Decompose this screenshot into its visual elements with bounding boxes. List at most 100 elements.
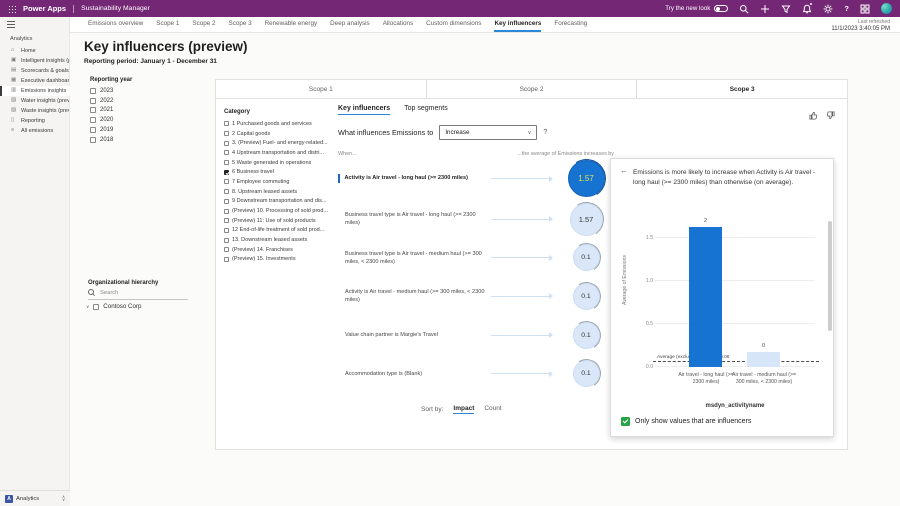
checkbox-icon[interactable]: [224, 170, 229, 175]
checkbox-icon[interactable]: [224, 228, 229, 233]
checkbox-icon[interactable]: [224, 150, 229, 155]
influencer-row[interactable]: Business travel type is Air travel - med…: [338, 239, 614, 278]
checkbox-icon[interactable]: [224, 199, 229, 204]
sidebar-item-water-insights[interactable]: ▧ Water insights (previ...: [0, 96, 70, 106]
report-tab[interactable]: Renewable energy: [265, 17, 318, 32]
influencers-tab[interactable]: Key influencers: [338, 105, 390, 115]
reporting-year-option[interactable]: 2023: [90, 86, 113, 96]
direction-dropdown[interactable]: Increase ∨: [439, 125, 537, 140]
influencer-row[interactable]: Value chain partner is Margie's Travel 0…: [338, 316, 614, 355]
checkbox-icon[interactable]: [90, 98, 96, 104]
new-look-switch[interactable]: Try the new look: [665, 5, 728, 12]
checkbox-icon[interactable]: [224, 218, 229, 223]
category-option[interactable]: 1 Purchased goods and services: [224, 119, 337, 129]
report-tab[interactable]: Custom dimensions: [426, 17, 481, 32]
influence-bubble[interactable]: 1.57: [568, 160, 605, 197]
report-tab[interactable]: Emissions overview: [88, 17, 143, 32]
checkbox-icon[interactable]: [224, 131, 229, 136]
nav-collapse-icon[interactable]: [7, 21, 15, 28]
checkbox-icon[interactable]: [90, 127, 96, 133]
checkbox-icon[interactable]: [93, 304, 99, 310]
checkbox-icon[interactable]: [90, 137, 96, 143]
sidebar-item-all-emissions[interactable]: ≡ All emissions: [0, 126, 70, 136]
sidebar-item-home[interactable]: ⌂ Home: [0, 46, 70, 56]
checkbox-icon[interactable]: [224, 257, 229, 262]
checkbox-icon[interactable]: [224, 209, 229, 214]
checkbox-icon[interactable]: [224, 160, 229, 165]
search-icon[interactable]: [739, 4, 749, 14]
back-arrow-icon[interactable]: ←: [620, 166, 628, 175]
sidebar-item-intelligent-insights[interactable]: ▣ Intelligent insights (p...: [0, 56, 70, 66]
category-option[interactable]: (Preview) 11: Use of sold products: [224, 216, 337, 226]
influence-bubble[interactable]: 0.1: [573, 360, 600, 387]
influencers-tab[interactable]: Top segments: [404, 105, 448, 115]
report-tab[interactable]: Key influencers: [494, 17, 541, 32]
toggle-icon[interactable]: [714, 5, 728, 12]
checkbox-icon[interactable]: [90, 88, 96, 94]
thumbs-up-icon[interactable]: [809, 107, 818, 125]
report-tab[interactable]: Scope 1: [156, 17, 179, 32]
sort-option[interactable]: Count: [484, 405, 501, 414]
influencer-row[interactable]: Accommodation type is (Blank) 0.1: [338, 354, 614, 393]
category-option[interactable]: 3. (Preview) Fuel- and energy-related...: [224, 138, 337, 148]
scrollbar-thumb[interactable]: [828, 221, 832, 331]
scope-tab[interactable]: Scope 2: [427, 80, 638, 98]
waffle-icon[interactable]: [8, 5, 16, 13]
influence-bubble[interactable]: 0.1: [573, 244, 600, 271]
add-icon[interactable]: [760, 4, 770, 14]
category-option[interactable]: 5 Waste generated in operations: [224, 158, 337, 168]
checkbox-icon[interactable]: [90, 107, 96, 113]
report-tab[interactable]: Allocations: [383, 17, 413, 32]
category-option[interactable]: 13. Downstream leased assets: [224, 235, 337, 245]
checkbox-icon[interactable]: [224, 179, 229, 184]
sidebar-item-waste-insights[interactable]: ▨ Waste insights (previ...: [0, 106, 70, 116]
checkbox-icon[interactable]: [224, 141, 229, 146]
report-tab[interactable]: Scope 2: [192, 17, 215, 32]
category-option[interactable]: 6 Business travel: [224, 167, 337, 177]
influence-bubble[interactable]: 1.57: [570, 203, 603, 236]
category-option[interactable]: 9 Downstream transportation and dis...: [224, 197, 337, 207]
influencers-only-checkbox[interactable]: Only show values that are influencers: [621, 417, 751, 426]
category-option[interactable]: (Preview) 14. Franchises: [224, 245, 337, 255]
reporting-year-option[interactable]: 2022: [90, 96, 113, 106]
brand-name[interactable]: Power Apps: [23, 4, 66, 13]
notifications-icon[interactable]: [802, 4, 812, 14]
checked-checkbox-icon[interactable]: [621, 417, 630, 426]
apps-icon[interactable]: [860, 4, 870, 14]
category-option[interactable]: (Preview) 15. Investments: [224, 255, 337, 265]
checkbox-icon[interactable]: [224, 238, 229, 243]
category-option[interactable]: 8. Upstream leased assets: [224, 187, 337, 197]
checkbox-icon[interactable]: [90, 117, 96, 123]
report-tab[interactable]: Deep analysis: [330, 17, 370, 32]
influence-bubble[interactable]: 0.1: [573, 283, 600, 310]
sidebar-item-emissions-insights[interactable]: ▥ Emissions insights: [0, 86, 70, 96]
sort-option[interactable]: Impact: [453, 405, 474, 414]
org-hierarchy-search[interactable]: [88, 289, 188, 300]
influence-bubble[interactable]: 0.1: [573, 322, 600, 349]
checkbox-icon[interactable]: [224, 189, 229, 194]
search-input[interactable]: [100, 290, 180, 296]
area-switcher[interactable]: A Analytics ∧∨: [0, 490, 70, 506]
report-tab[interactable]: Forecasting: [554, 17, 587, 32]
category-option[interactable]: 12 End-of-life treatment of sold prod...: [224, 226, 337, 236]
chart-bar[interactable]: 0: [747, 352, 780, 367]
influencer-row[interactable]: Activity is Air travel - medium haul (>=…: [338, 277, 614, 316]
chevron-updown-icon[interactable]: ∧∨: [62, 496, 65, 501]
checkbox-icon[interactable]: [224, 247, 229, 252]
sidebar-item-reporting[interactable]: ▯ Reporting: [0, 116, 70, 126]
report-tab[interactable]: Scope 3: [229, 17, 252, 32]
checkbox-icon[interactable]: [224, 121, 229, 126]
reporting-year-option[interactable]: 2019: [90, 125, 113, 135]
detail-scrollbar[interactable]: [828, 161, 832, 434]
scope-tab[interactable]: Scope 3: [637, 80, 847, 98]
sidebar-item-executive-dashboard[interactable]: ▦ Executive dashboard: [0, 76, 70, 86]
influencer-row[interactable]: Business travel type is Air travel - lon…: [338, 200, 614, 239]
category-option[interactable]: 4 Upstream transportation and distri...: [224, 148, 337, 158]
category-option[interactable]: 2 Capital goods: [224, 129, 337, 139]
org-hierarchy-tree-item[interactable]: ∨ Contoso Corp: [86, 303, 141, 310]
chart-bar[interactable]: 2: [689, 227, 722, 367]
settings-icon[interactable]: [823, 4, 833, 14]
chevron-down-icon[interactable]: ∨: [86, 304, 89, 310]
reporting-year-option[interactable]: 2020: [90, 115, 113, 125]
category-option[interactable]: 7 Employee commuting: [224, 177, 337, 187]
